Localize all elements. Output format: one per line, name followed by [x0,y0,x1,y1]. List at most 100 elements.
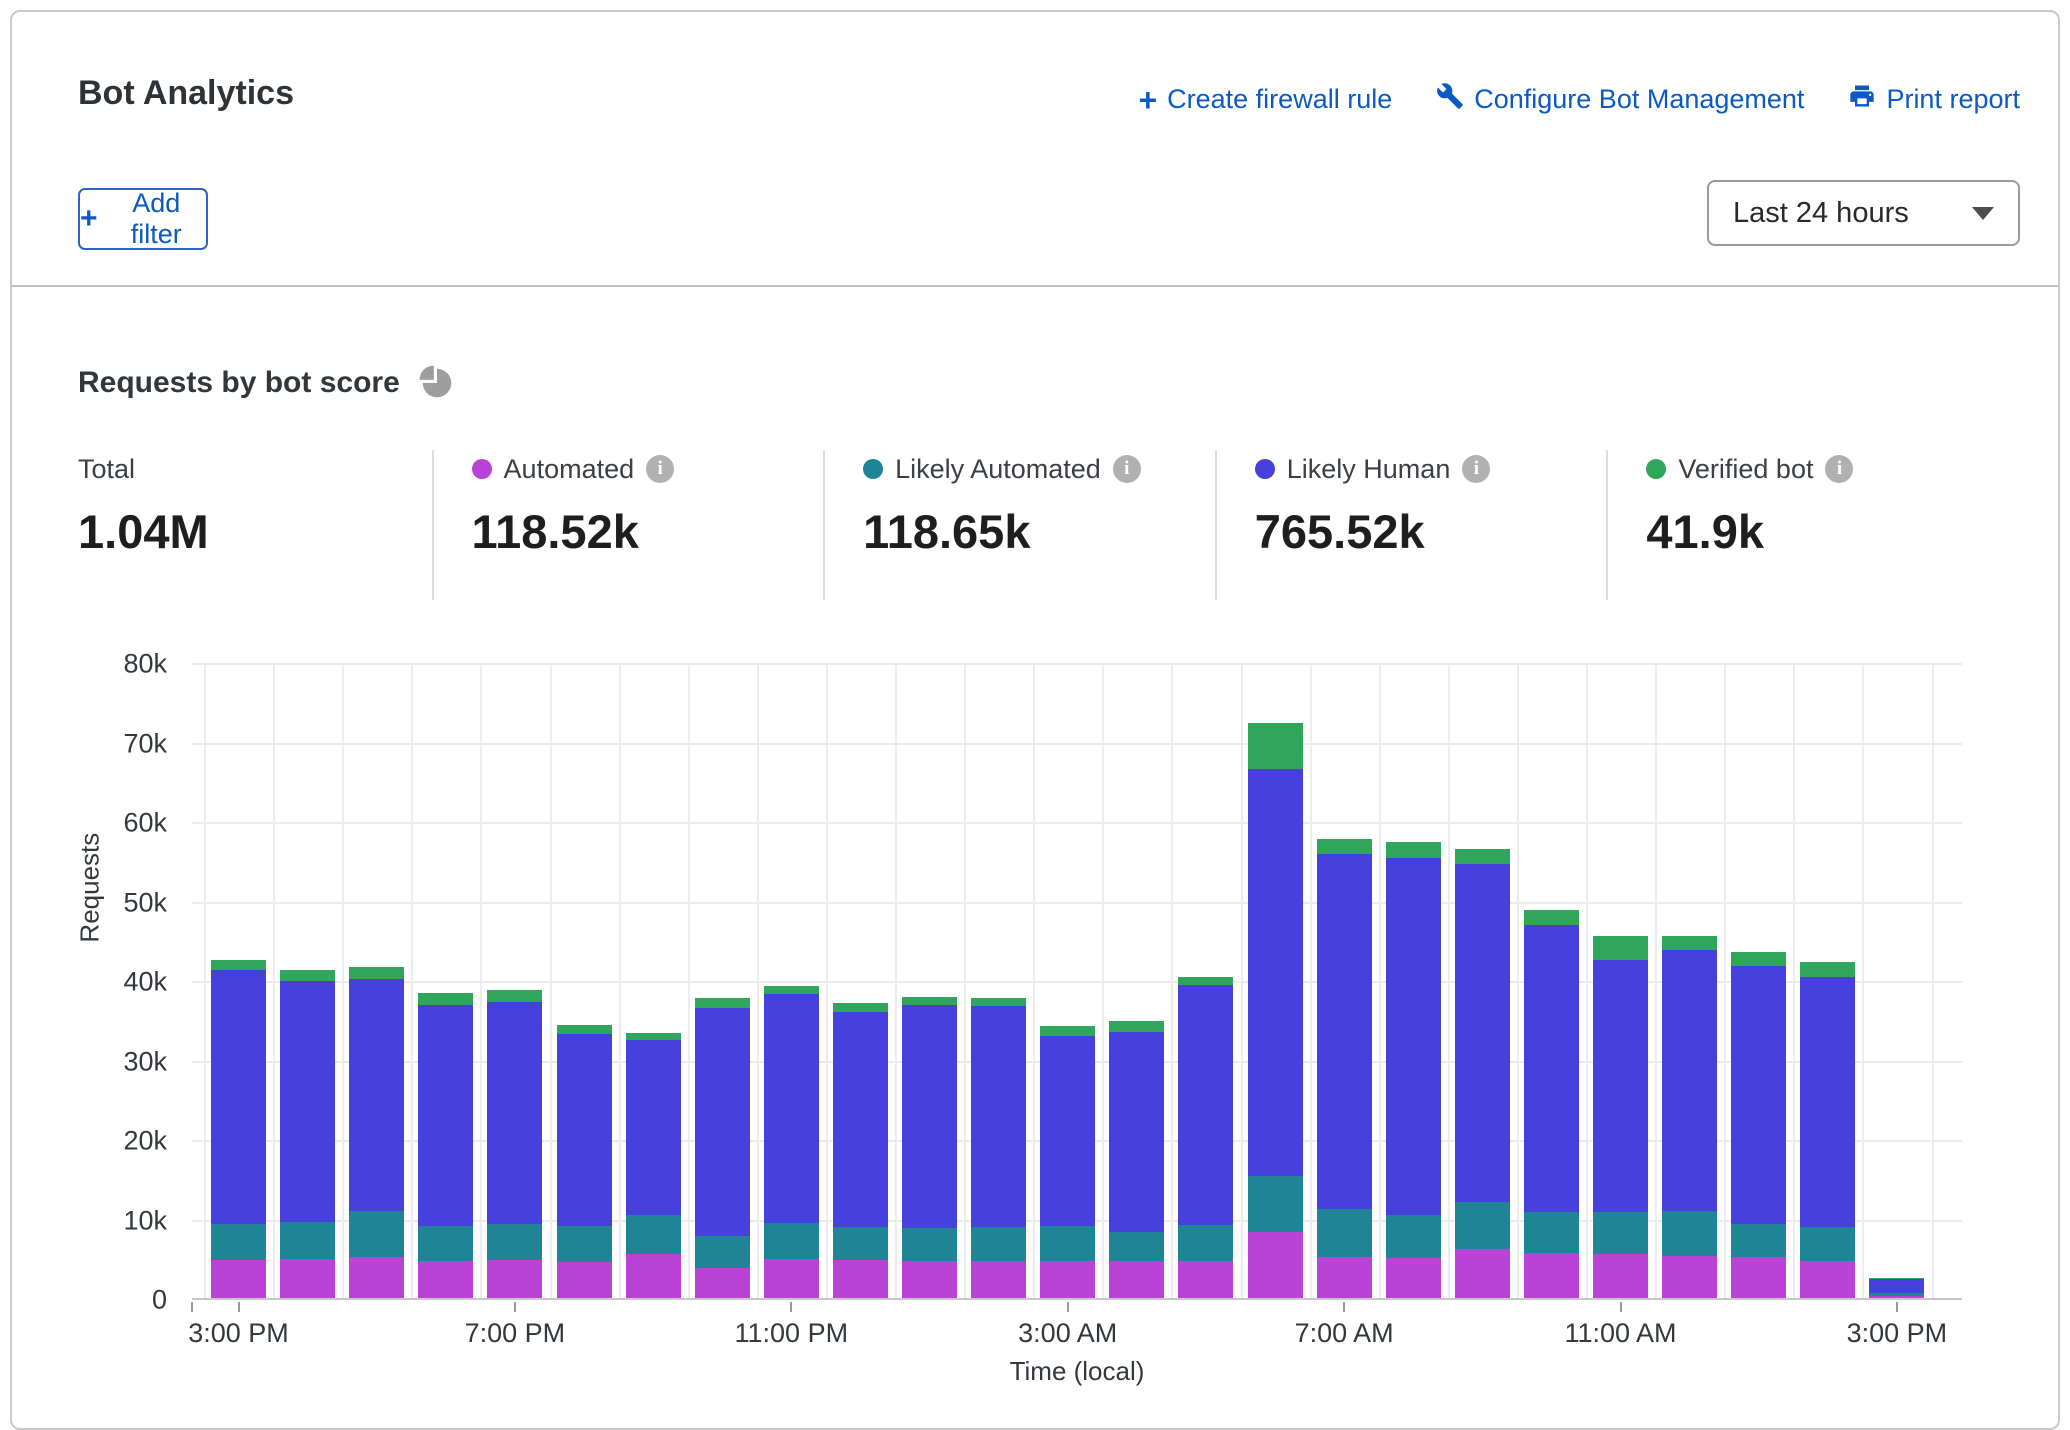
bar-segment-verified-bot[interactable] [626,1033,681,1041]
bar-segment-verified-bot[interactable] [1109,1021,1164,1031]
bar-segment-verified-bot[interactable] [1386,842,1441,857]
bar-segment-likely-automated[interactable] [1317,1209,1372,1257]
bar-segment-likely-human[interactable] [280,981,335,1223]
bar-segment-likely-human[interactable] [1869,1279,1924,1293]
bar-segment-automated[interactable] [1731,1257,1786,1298]
bar-segment-likely-automated[interactable] [557,1226,612,1262]
bar-segment-likely-automated[interactable] [280,1222,335,1259]
bar-16-7-00-AM[interactable] [1317,839,1372,1298]
bar-segment-likely-human[interactable] [1662,950,1717,1212]
bar-segment-likely-human[interactable] [1317,854,1372,1209]
bar-segment-automated[interactable] [349,1257,404,1298]
bar-segment-verified-bot[interactable] [1248,723,1303,769]
bar-segment-likely-human[interactable] [971,1006,1026,1227]
info-icon[interactable]: i [1825,455,1853,483]
bar-24-3-00-PM[interactable] [1869,1278,1924,1298]
bar-segment-automated[interactable] [902,1261,957,1298]
bar-segment-automated[interactable] [1524,1253,1579,1298]
bar-segment-likely-human[interactable] [1248,769,1303,1175]
bar-segment-verified-bot[interactable] [418,993,473,1005]
bar-segment-likely-automated[interactable] [1524,1212,1579,1253]
bar-segment-automated[interactable] [487,1260,542,1298]
bar-14-5-00-AM[interactable] [1178,977,1233,1298]
bar-segment-verified-bot[interactable] [280,970,335,980]
bar-segment-verified-bot[interactable] [1731,952,1786,966]
bar-4-7-00-PM[interactable] [487,990,542,1298]
bar-segment-likely-human[interactable] [695,1008,750,1236]
bar-segment-likely-automated[interactable] [1662,1211,1717,1256]
bar-segment-automated[interactable] [1317,1257,1372,1298]
bar-segment-likely-automated[interactable] [1248,1176,1303,1232]
bar-segment-automated[interactable] [1109,1261,1164,1298]
bar-segment-likely-automated[interactable] [211,1224,266,1260]
bar-segment-automated[interactable] [1593,1254,1648,1298]
bar-segment-likely-human[interactable] [764,994,819,1223]
bar-segment-likely-human[interactable] [1040,1036,1095,1226]
bar-segment-likely-human[interactable] [833,1012,888,1227]
bar-segment-automated[interactable] [418,1261,473,1298]
bar-segment-automated[interactable] [833,1260,888,1298]
bar-segment-likely-automated[interactable] [764,1223,819,1259]
bar-segment-verified-bot[interactable] [833,1003,888,1012]
bar-segment-likely-human[interactable] [626,1040,681,1214]
bar-12-3-00-AM[interactable] [1040,1026,1095,1298]
bar-segment-automated[interactable] [1248,1232,1303,1298]
bar-9-12-00-AM[interactable] [833,1003,888,1298]
bar-segment-automated[interactable] [1040,1261,1095,1298]
print-report-link[interactable]: Print report [1848,82,2020,117]
bar-segment-likely-human[interactable] [418,1005,473,1227]
bar-22-1-00-PM[interactable] [1731,952,1786,1298]
bar-segment-verified-bot[interactable] [971,998,1026,1007]
bar-segment-automated[interactable] [1178,1261,1233,1298]
bar-segment-automated[interactable] [1869,1296,1924,1298]
bar-segment-verified-bot[interactable] [1317,839,1372,854]
bar-segment-verified-bot[interactable] [1800,962,1855,977]
bar-segment-automated[interactable] [557,1262,612,1298]
bar-segment-likely-human[interactable] [902,1005,957,1228]
bar-segment-verified-bot[interactable] [487,990,542,1002]
bar-segment-likely-automated[interactable] [695,1236,750,1268]
bar-8-11-00-PM[interactable] [764,986,819,1298]
bar-segment-likely-human[interactable] [1386,858,1441,1215]
bar-segment-likely-automated[interactable] [1455,1202,1510,1249]
bar-13-4-00-AM[interactable] [1109,1021,1164,1298]
bar-segment-likely-human[interactable] [211,970,266,1224]
info-icon[interactable]: i [1113,455,1141,483]
bar-0-3-00-PM[interactable] [211,960,266,1298]
bar-segment-likely-human[interactable] [1731,966,1786,1224]
info-icon[interactable]: i [646,455,674,483]
bar-15-6-00-AM[interactable] [1248,723,1303,1298]
bar-5-8-00-PM[interactable] [557,1025,612,1298]
bar-segment-automated[interactable] [1455,1249,1510,1298]
bar-segment-automated[interactable] [764,1259,819,1298]
bar-10-1-00-AM[interactable] [902,997,957,1298]
bar-segment-verified-bot[interactable] [1178,977,1233,985]
bar-segment-likely-automated[interactable] [487,1224,542,1260]
bar-19-10-00-AM[interactable] [1524,910,1579,1298]
bar-segment-verified-bot[interactable] [211,960,266,970]
bar-segment-likely-automated[interactable] [349,1211,404,1257]
bar-17-8-00-AM[interactable] [1386,842,1441,1298]
bar-segment-likely-automated[interactable] [1040,1226,1095,1261]
bar-3-6-00-PM[interactable] [418,993,473,1298]
bar-segment-verified-bot[interactable] [695,998,750,1008]
bar-segment-automated[interactable] [280,1259,335,1298]
bar-6-9-00-PM[interactable] [626,1033,681,1299]
bar-segment-verified-bot[interactable] [349,967,404,979]
bar-segment-verified-bot[interactable] [1040,1026,1095,1036]
bar-21-12-00-PM[interactable] [1662,936,1717,1298]
bar-segment-likely-human[interactable] [1455,864,1510,1202]
bar-segment-verified-bot[interactable] [1662,936,1717,950]
bar-segment-likely-human[interactable] [1593,960,1648,1212]
create-firewall-rule-link[interactable]: + Create firewall rule [1138,84,1392,115]
bar-segment-automated[interactable] [1800,1261,1855,1298]
bar-segment-automated[interactable] [1386,1258,1441,1298]
bar-11-2-00-AM[interactable] [971,998,1026,1298]
bar-segment-verified-bot[interactable] [557,1025,612,1034]
bar-segment-likely-automated[interactable] [833,1227,888,1260]
bar-segment-automated[interactable] [211,1260,266,1298]
time-range-dropdown[interactable]: Last 24 hours [1707,180,2020,246]
bar-7-10-00-PM[interactable] [695,998,750,1298]
bar-segment-likely-human[interactable] [1178,985,1233,1225]
bar-segment-likely-automated[interactable] [1109,1232,1164,1261]
